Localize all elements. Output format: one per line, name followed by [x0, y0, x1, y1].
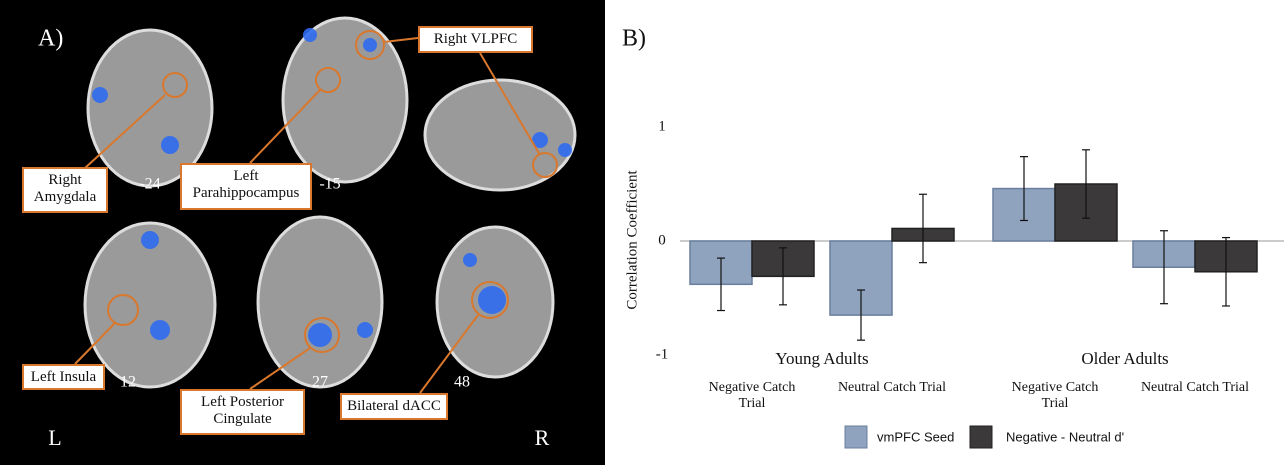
y-tick-label: 1 [658, 118, 666, 134]
blob [150, 320, 170, 340]
panel-label: B) [622, 26, 646, 52]
blob [478, 286, 506, 314]
region-label: Right Amygdala [22, 167, 108, 213]
group-label: Young Adults [775, 349, 868, 368]
blob [161, 136, 179, 154]
legend-label: Negative - Neutral d' [1006, 429, 1124, 444]
x-tick-label: Neutral Catch Trial [1140, 380, 1250, 396]
slice-number: -24 [139, 176, 160, 193]
y-tick-label: -1 [656, 346, 669, 362]
blob [303, 28, 317, 42]
legend-swatch [970, 426, 992, 448]
y-tick-label: 0 [658, 232, 666, 248]
blob [463, 253, 477, 267]
blob [363, 38, 377, 52]
brain [258, 217, 382, 387]
legend-swatch [845, 426, 867, 448]
region-label: Right VLPFC [418, 26, 533, 53]
panel-label: A) [38, 26, 63, 52]
figure: A) -24 -15 12 27 48 L R B) Correlation C… [0, 0, 1284, 465]
slice-number: 48 [454, 374, 470, 391]
y-axis-label: Correlation Coefficient [624, 170, 640, 310]
legend-label: vmPFC Seed [877, 429, 954, 444]
slice-number: 12 [120, 374, 136, 391]
x-tick-label: Negative Catch Trial [1000, 380, 1110, 412]
region-label: Left Posterior Cingulate [180, 389, 305, 435]
slice-number: -15 [319, 176, 340, 193]
x-tick-label: Negative Catch Trial [697, 380, 807, 412]
blob [558, 143, 572, 157]
blob [141, 231, 159, 249]
x-tick-label: Neutral Catch Trial [837, 380, 947, 396]
side-label: R [535, 425, 550, 450]
slice-number: 27 [312, 374, 328, 391]
blob [92, 87, 108, 103]
brain [283, 18, 407, 182]
side-label: L [48, 425, 61, 450]
region-label: Left Insula [22, 364, 105, 390]
region-label: Left Parahippocampus [180, 163, 312, 210]
group-label: Older Adults [1081, 349, 1168, 368]
blob [308, 323, 332, 347]
blob [357, 322, 373, 338]
region-label: Bilateral dACC [340, 393, 448, 420]
